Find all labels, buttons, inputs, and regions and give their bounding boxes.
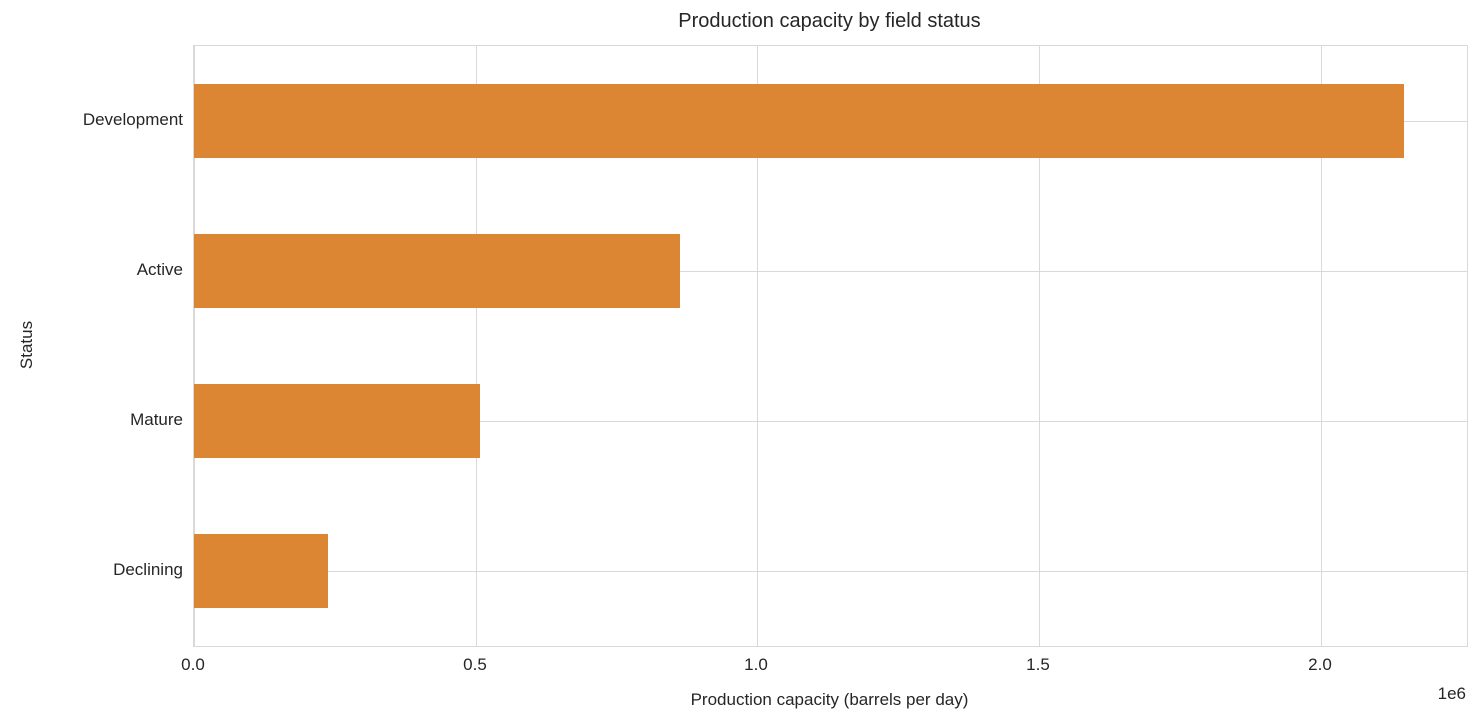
x-tick-label: 1.5: [1026, 655, 1050, 674]
x-gridline: [476, 46, 477, 646]
x-axis-label: Production capacity (barrels per day): [690, 690, 969, 709]
chart-title: Production capacity by field status: [678, 10, 981, 32]
axis-offset-text: 1e6: [1437, 684, 1466, 703]
y-axis-label: Status: [17, 320, 36, 370]
y-tick-label: Active: [136, 260, 183, 279]
y-tick-label: Declining: [113, 560, 183, 579]
y-tick-label: Mature: [130, 410, 183, 429]
bar-declining: [194, 534, 328, 608]
y-gridline: [194, 571, 1467, 572]
x-gridline: [757, 46, 758, 646]
y-tick-label: Development: [82, 110, 183, 129]
y-gridline: [194, 421, 1467, 422]
bar-development: [194, 84, 1404, 158]
x-gridline: [1039, 46, 1040, 646]
x-tick-label: 0.0: [181, 655, 205, 674]
bar-active: [194, 234, 680, 308]
x-tick-label: 0.5: [463, 655, 487, 674]
plot-area: [193, 45, 1468, 647]
x-tick-label: 1.0: [744, 655, 768, 674]
x-tick-label: 2.0: [1308, 655, 1332, 674]
x-gridline: [194, 46, 195, 646]
x-gridline: [1321, 46, 1322, 646]
bar-mature: [194, 384, 480, 458]
y-gridline: [194, 271, 1467, 272]
